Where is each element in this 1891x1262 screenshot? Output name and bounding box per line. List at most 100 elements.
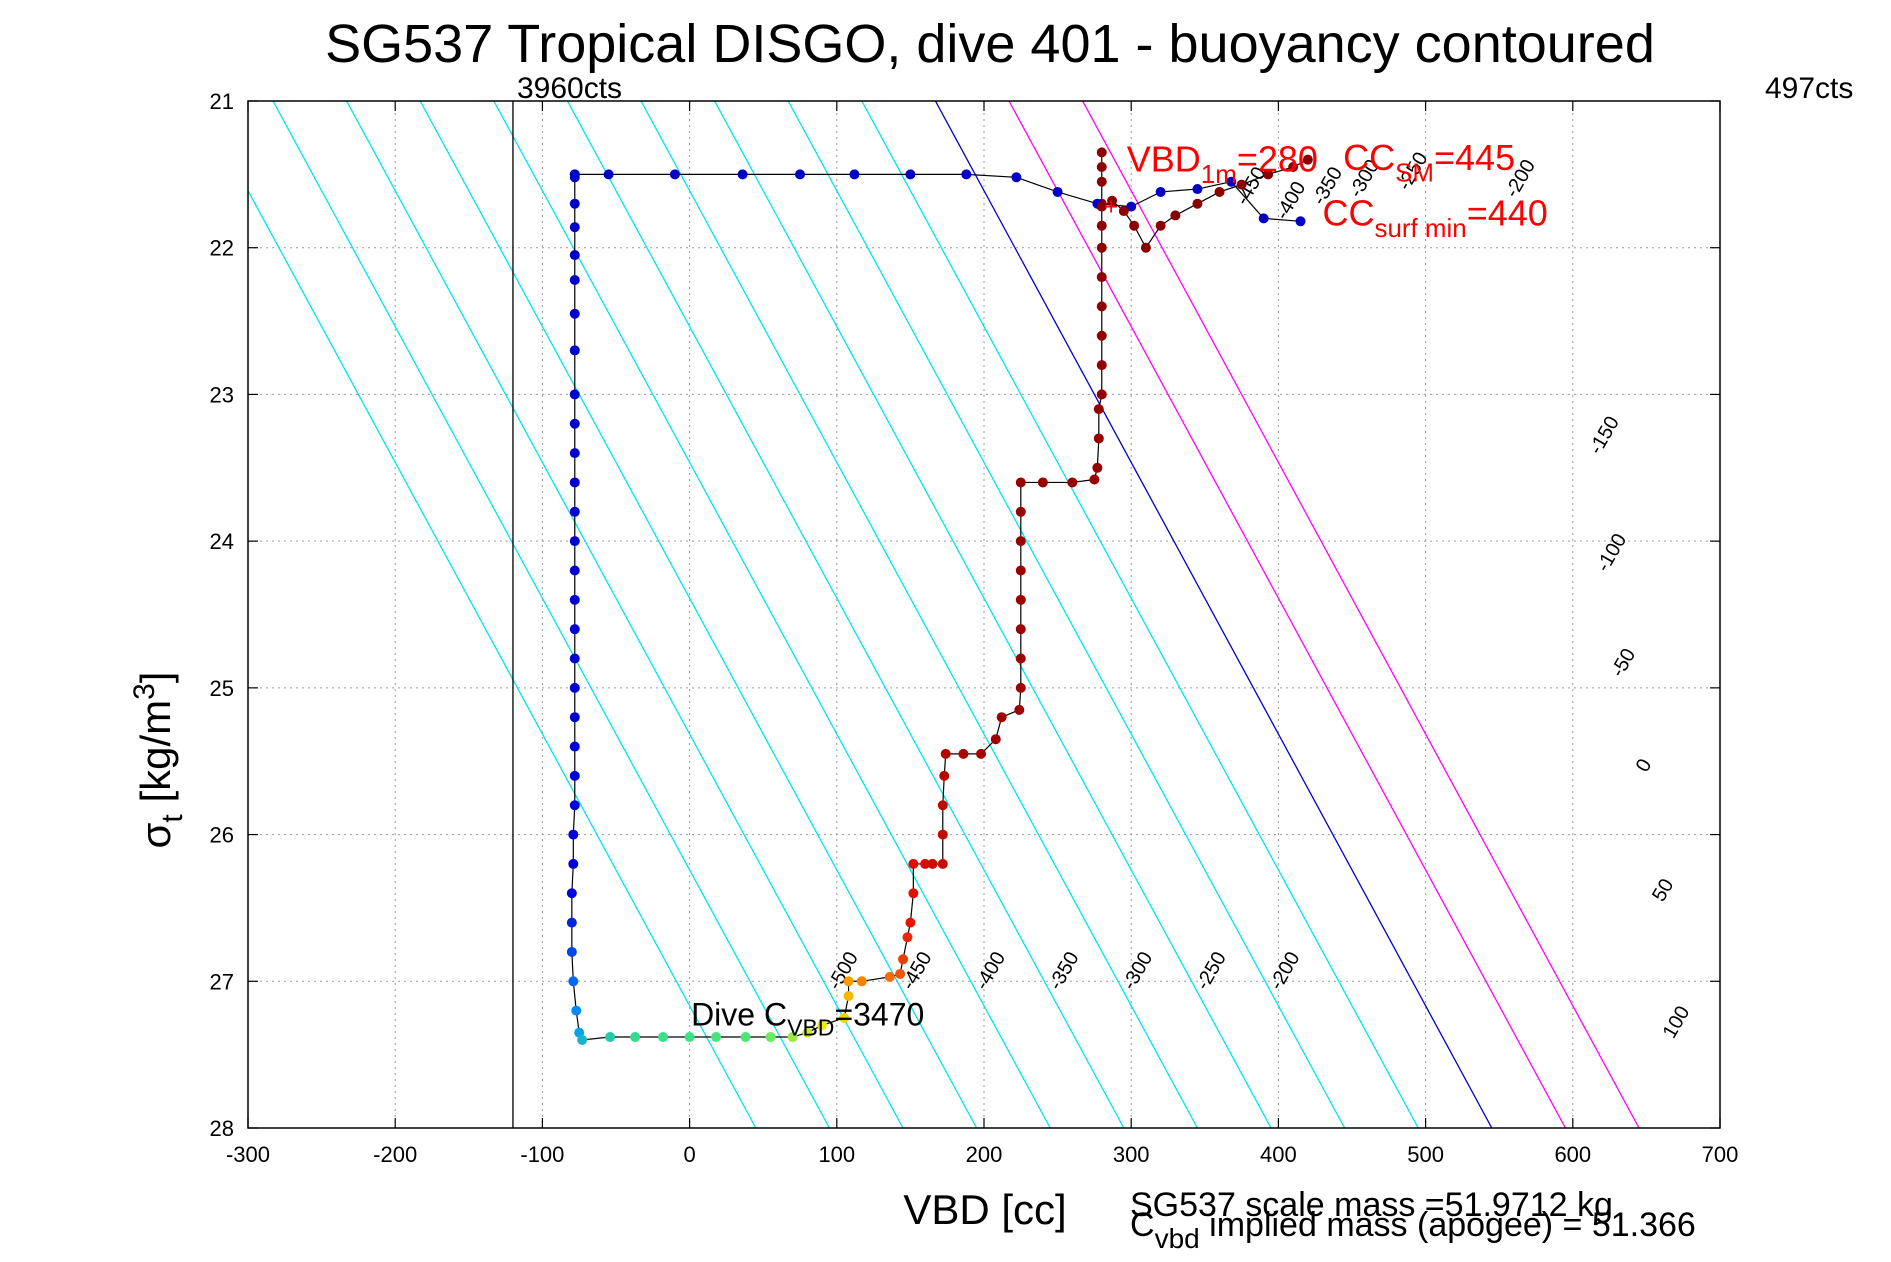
- data-point: [1037, 477, 1048, 488]
- data-point: [571, 1005, 582, 1016]
- y-axis-label: σt [kg/m3]: [128, 672, 189, 849]
- data-point: [905, 917, 916, 928]
- data-point-climb: [1192, 198, 1203, 209]
- svg-text:σt [kg/m3]: σt [kg/m3]: [128, 672, 189, 849]
- data-point: [630, 1032, 641, 1043]
- data-point: [569, 770, 580, 781]
- contour-line: [934, 101, 1493, 1128]
- data-point: [569, 389, 580, 400]
- data-point: [1015, 594, 1026, 605]
- data-point: [1096, 162, 1107, 173]
- data-point: [817, 1020, 828, 1031]
- contour-line: [346, 101, 904, 1128]
- data-point: [1096, 360, 1107, 371]
- data-point: [1096, 176, 1107, 187]
- data-point: [569, 653, 580, 664]
- data-point: [566, 917, 577, 928]
- data-point-surface: [569, 169, 580, 180]
- scale-mass-label: SG537 scale mass =51.9712 kg: [1130, 1186, 1613, 1224]
- data-point-climb: [1236, 179, 1247, 190]
- data-point: [569, 624, 580, 635]
- data-point: [937, 800, 948, 811]
- implied-mass-label: Cvbd implied mass (apogee) = 51.366: [1130, 1206, 1696, 1254]
- data-points: [566, 147, 1313, 1045]
- dive-c-vbd-annotation: Dive CVBD=3470: [691, 996, 924, 1040]
- contour-line: [787, 101, 1346, 1128]
- data-point: [1096, 389, 1107, 400]
- data-point: [939, 770, 950, 781]
- contour-line: [566, 101, 1125, 1128]
- contour-line: [493, 101, 1051, 1128]
- data-point: [902, 932, 913, 943]
- data-point: [898, 954, 909, 965]
- x-tick-label: 0: [683, 1142, 695, 1167]
- data-point: [1015, 682, 1026, 693]
- data-point-climb: [1288, 162, 1299, 173]
- data-point: [569, 345, 580, 356]
- data-point: [1067, 477, 1078, 488]
- y-axis-ticks: 21 22 23 24 25 26 27 28: [210, 89, 1720, 1141]
- data-point-climb: [1155, 220, 1166, 231]
- data-point: [1015, 565, 1026, 576]
- contour-line: [1082, 101, 1640, 1128]
- vbd-1m-annotation-value: =280: [1237, 138, 1318, 179]
- data-point: [856, 976, 867, 987]
- contour-line: [272, 101, 831, 1128]
- data-point: [958, 748, 969, 759]
- y-tick-label: 22: [210, 236, 234, 261]
- data-point: [566, 946, 577, 957]
- data-point: [568, 829, 579, 840]
- data-point: [1093, 404, 1104, 415]
- data-point: [569, 741, 580, 752]
- data-point-surface: [905, 169, 916, 180]
- data-point: [1096, 301, 1107, 312]
- data-point: [884, 971, 895, 982]
- data-point-surface: [1258, 213, 1269, 224]
- data-point: [940, 748, 951, 759]
- data-point: [568, 858, 579, 869]
- data-point: [569, 594, 580, 605]
- data-point: [1089, 474, 1100, 485]
- data-point: [568, 976, 579, 987]
- x-tick-label: -100: [520, 1142, 564, 1167]
- data-point: [569, 477, 580, 488]
- data-point: [566, 888, 577, 899]
- data-point: [1093, 433, 1104, 444]
- data-point: [569, 308, 580, 319]
- y-tick-label: 21: [210, 89, 234, 114]
- cc-sm-annotation-value: =445: [1434, 137, 1515, 178]
- data-point: [569, 250, 580, 261]
- cc-surf-min-annotation-value: =440: [1467, 193, 1548, 234]
- data-point: [1015, 536, 1026, 547]
- contour-line: [861, 101, 1419, 1128]
- data-point-climb: [1263, 169, 1274, 180]
- data-point-surface: [961, 169, 972, 180]
- data-point: [569, 536, 580, 547]
- data-point: [1015, 477, 1026, 488]
- data-point: [996, 712, 1007, 723]
- data-point: [1015, 506, 1026, 517]
- implied-mass-main: C: [1130, 1206, 1155, 1244]
- data-point: [569, 682, 580, 693]
- x-tick-label: 600: [1554, 1142, 1591, 1167]
- vbd-1m-annotation-main: VBD: [1127, 138, 1201, 179]
- y-tick-label: 23: [210, 382, 234, 407]
- data-point-surface: [1226, 176, 1237, 187]
- x-axis-label: VBD [cc]: [903, 1186, 1066, 1233]
- data-point-climb: [1170, 210, 1181, 221]
- data-point: [990, 734, 1001, 745]
- y-tick-label: 28: [210, 1116, 234, 1141]
- data-point: [1096, 220, 1107, 231]
- data-point-surface: [737, 169, 748, 180]
- data-point: [1096, 242, 1107, 253]
- data-point: [1015, 653, 1026, 664]
- data-point: [569, 274, 580, 285]
- data-point: [765, 1032, 776, 1043]
- data-point: [1096, 272, 1107, 283]
- data-point-climb: [1302, 154, 1313, 165]
- cc-sm-annotation-sub: SM: [1395, 159, 1434, 187]
- data-point: [1014, 704, 1025, 715]
- y-axis-label-unit: [kg/m: [132, 700, 179, 814]
- data-point-surface: [795, 169, 805, 180]
